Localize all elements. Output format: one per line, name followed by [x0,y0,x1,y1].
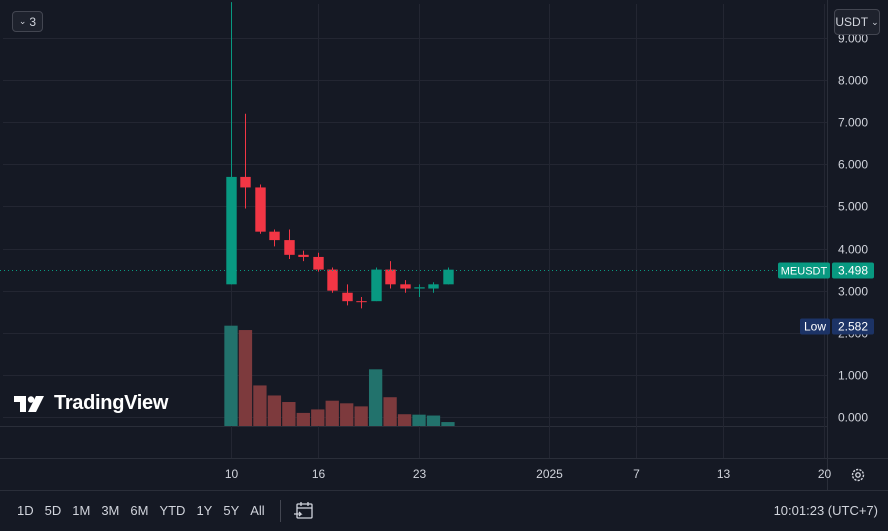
price-tick-label: 5.000 [838,200,868,214]
chevron-down-icon: ⌄ [18,16,27,26]
price-tick-label: 9.000 [838,32,868,46]
volume-bar [340,403,354,426]
low-price-label: Low 2.582 [800,318,874,335]
volume-bar [224,325,238,426]
time-axis: 10 16 23 2025 7 13 20 [225,467,865,482]
tradingview-logo-text: TradingView [54,392,169,414]
volume-bar [325,400,339,426]
candle [385,261,396,289]
timeframe-3m[interactable]: 3M [101,503,120,518]
time-tick-label: 20 [818,467,832,481]
candle [342,284,353,306]
chevron-down-icon: ⌄ [871,16,879,27]
tradingview-logo[interactable]: TradingView [14,392,168,415]
candle [443,267,454,285]
candle [371,267,382,302]
timeframe-1m[interactable]: 1M [72,503,91,518]
volume-bar [267,395,282,426]
currency-label: USDT [835,15,869,29]
clock-timezone[interactable]: 10:01:23 (UTC+7) [773,503,878,518]
indicator-count: 3 [29,14,37,29]
candle [400,280,411,293]
volume-bar [238,330,253,426]
time-tick-label: 2025 [536,467,563,481]
chart-grid [0,0,888,491]
low-value-text: 2.582 [838,320,868,334]
timeframe-5d[interactable]: 5D [44,503,62,518]
candle [226,2,237,285]
currency-select[interactable]: USDT ⌄ [834,9,880,35]
settings-gear-icon[interactable] [851,468,865,482]
volume-bar [412,414,426,426]
price-tick-label: 8.000 [838,74,868,88]
candle [356,296,367,309]
candle [313,252,324,272]
price-tick-label: 4.000 [838,243,868,257]
candlesticks [226,2,454,309]
tradingview-logo-icon [14,395,44,412]
price-tick-label: 7.000 [838,116,868,130]
symbol-name: MEUSDT [781,266,828,278]
time-tick-label: 23 [413,467,427,481]
volume-bar [368,369,383,426]
volume-bar [441,422,455,426]
candle [428,282,439,293]
timeframe-ytd[interactable]: YTD [159,503,186,518]
timeframe-all[interactable]: All [250,503,265,518]
volume-bar [426,415,441,426]
last-price-value: 3.498 [838,264,868,278]
toolbar-divider [279,499,281,522]
low-label-text: Low [804,320,826,334]
indicators-collapse-button[interactable]: ⌄ 3 [12,11,43,32]
volume-bar [282,402,296,426]
candle [284,229,295,260]
bottom-toolbar: 1D 5D 1M 3M 6M YTD 1Y 5Y All 10:01:23 (U… [0,490,888,531]
time-tick-label: 7 [633,467,640,481]
candle [414,284,425,297]
candle [269,229,280,247]
candle [298,250,309,262]
symbol-price-label: MEUSDT 3.498 [778,262,874,279]
volume-bars [224,325,455,426]
timeframe-1y[interactable]: 1Y [196,503,213,518]
volume-bar [296,412,310,426]
candle [255,184,266,234]
price-tick-label: 3.000 [838,285,868,299]
time-tick-label: 16 [312,467,326,481]
price-tick-label: 0.000 [838,411,868,425]
go-to-date-button[interactable] [293,501,315,521]
volume-bar [354,406,368,426]
time-tick-label: 10 [225,467,239,481]
time-tick-label: 13 [717,467,731,481]
volume-bar [383,397,397,426]
volume-bar [253,385,267,426]
timeframe-1d[interactable]: 1D [17,503,34,518]
candle [327,267,338,293]
volume-bar [311,409,325,426]
candle [240,113,251,209]
price-tick-label: 6.000 [838,158,868,172]
price-tick-label: 1.000 [838,369,868,383]
volume-bar [397,414,412,426]
price-axis: 9.0008.0007.0006.0005.0004.0003.0002.000… [778,32,874,425]
timeframe-6m[interactable]: 6M [130,503,149,518]
timeframe-5y[interactable]: 5Y [223,503,240,518]
calendar-icon [293,501,313,519]
